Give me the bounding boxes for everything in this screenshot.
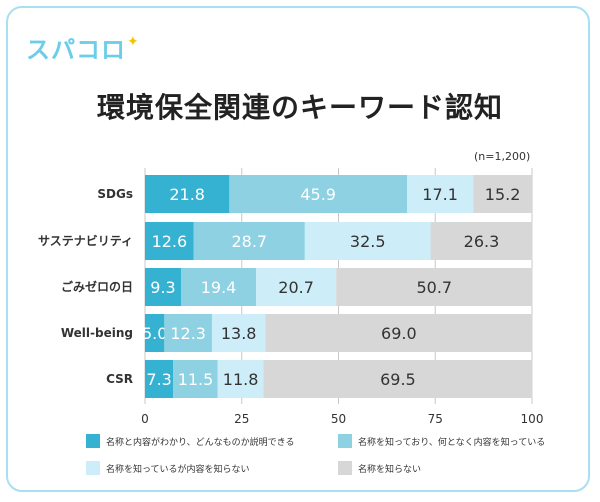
category-label: サステナビリティ bbox=[38, 233, 133, 248]
legend-item: 名称を知らない bbox=[338, 461, 421, 475]
data-label: 12.3 bbox=[170, 324, 206, 343]
bar-segment bbox=[430, 222, 533, 260]
bar-segment bbox=[211, 314, 266, 352]
bar-segment bbox=[145, 268, 181, 306]
data-label: 17.1 bbox=[422, 185, 458, 204]
bar-segment bbox=[145, 360, 174, 398]
legend-swatch bbox=[86, 434, 100, 448]
category-label: ごみゼロの日 bbox=[61, 279, 133, 294]
data-label: 12.6 bbox=[152, 232, 188, 251]
data-label: 11.5 bbox=[178, 370, 214, 389]
data-label: 7.3 bbox=[146, 370, 171, 389]
bar-segment bbox=[145, 175, 230, 213]
data-label: 69.0 bbox=[381, 324, 417, 343]
sample-size-note: (n=1,200) bbox=[474, 150, 531, 163]
legend-item: 名称を知っているが内容を知らない bbox=[86, 461, 250, 475]
x-tick-label: 25 bbox=[234, 412, 249, 426]
data-label: 13.8 bbox=[221, 324, 257, 343]
bar-segment bbox=[164, 314, 212, 352]
data-label: 69.5 bbox=[380, 370, 416, 389]
legend-swatch bbox=[338, 461, 352, 475]
legend-label: 名称を知っているが内容を知らない bbox=[106, 464, 250, 475]
chart-title: 環境保全関連のキーワード認知 bbox=[96, 91, 503, 124]
data-label: 45.9 bbox=[300, 185, 336, 204]
data-label: 20.7 bbox=[278, 278, 314, 297]
data-label: 19.4 bbox=[201, 278, 237, 297]
x-tick-label: 100 bbox=[521, 412, 544, 426]
data-label: 26.3 bbox=[464, 232, 500, 251]
data-label: 15.2 bbox=[485, 185, 521, 204]
legend-label: 名称と内容がわかり、どんなものか説明できる bbox=[106, 437, 295, 448]
bar-segment bbox=[265, 314, 533, 352]
legend-label: 名称を知っており、何となく内容を知っている bbox=[358, 437, 546, 448]
bar-segment bbox=[173, 360, 218, 398]
legend-item: 名称と内容がわかり、どんなものか説明できる bbox=[86, 434, 294, 448]
data-label: 5.0 bbox=[142, 324, 167, 343]
legend-item: 名称を知っており、何となく内容を知っている bbox=[338, 434, 545, 448]
bar-segment bbox=[193, 222, 305, 260]
legend-label: 名称を知らない bbox=[358, 464, 422, 475]
x-tick-label: 0 bbox=[141, 412, 149, 426]
bar-segment bbox=[263, 360, 533, 398]
x-tick-label: 75 bbox=[428, 412, 443, 426]
category-label: SDGs bbox=[97, 187, 133, 201]
bar-segment bbox=[336, 268, 533, 306]
bar-segment bbox=[473, 175, 532, 213]
category-label: CSR bbox=[106, 372, 133, 386]
data-label: 21.8 bbox=[169, 185, 205, 204]
bar-segment bbox=[304, 222, 431, 260]
spark-icon: ✦ bbox=[127, 34, 140, 50]
x-tick-label: 50 bbox=[331, 412, 346, 426]
bar-segment bbox=[145, 222, 194, 260]
bar-segment bbox=[217, 360, 264, 398]
data-label: 32.5 bbox=[350, 232, 386, 251]
brand-logo: スパコロ✦ bbox=[26, 34, 140, 64]
data-label: 11.8 bbox=[223, 370, 259, 389]
bar-segment bbox=[406, 175, 474, 213]
bar-segment bbox=[145, 314, 165, 352]
category-label: Well-being bbox=[61, 326, 133, 340]
bar-segment bbox=[256, 268, 337, 306]
data-label: 50.7 bbox=[416, 278, 452, 297]
data-label: 9.3 bbox=[150, 278, 175, 297]
bar-segment bbox=[180, 268, 257, 306]
data-label: 28.7 bbox=[231, 232, 267, 251]
legend-swatch bbox=[86, 461, 100, 475]
bar-segment bbox=[229, 175, 407, 213]
legend-swatch bbox=[338, 434, 352, 448]
